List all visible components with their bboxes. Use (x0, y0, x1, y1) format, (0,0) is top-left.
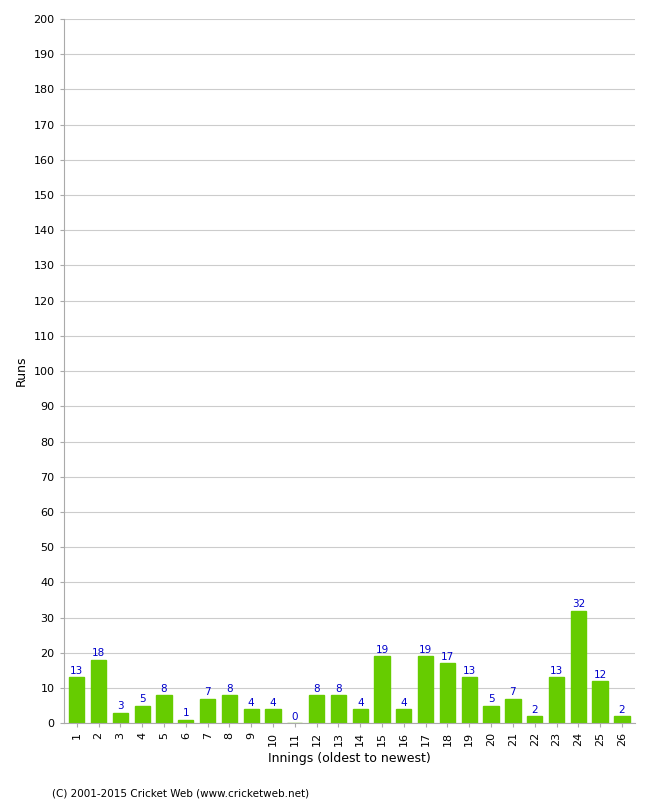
Text: 7: 7 (204, 687, 211, 697)
Bar (91, 660, 106, 723)
Bar (265, 709, 281, 723)
Text: 0: 0 (292, 712, 298, 722)
Bar (462, 678, 477, 723)
Text: 19: 19 (376, 645, 389, 655)
Text: 19: 19 (419, 645, 432, 655)
X-axis label: Innings (oldest to newest): Innings (oldest to newest) (268, 752, 431, 765)
Text: 4: 4 (357, 698, 363, 708)
Bar (309, 695, 324, 723)
Bar (571, 610, 586, 723)
Text: 12: 12 (593, 670, 606, 679)
Bar (157, 695, 172, 723)
Bar (178, 720, 194, 723)
Bar (222, 695, 237, 723)
Text: 4: 4 (248, 698, 255, 708)
Bar (112, 713, 128, 723)
Text: 8: 8 (226, 683, 233, 694)
Bar (484, 706, 499, 723)
Bar (352, 709, 368, 723)
Bar (331, 695, 346, 723)
Text: 3: 3 (117, 701, 124, 711)
Bar (69, 678, 84, 723)
Text: 8: 8 (335, 683, 342, 694)
Text: 2: 2 (532, 705, 538, 714)
Bar (527, 716, 542, 723)
Y-axis label: Runs: Runs (15, 356, 28, 386)
Text: 8: 8 (161, 683, 167, 694)
Text: 4: 4 (400, 698, 407, 708)
Text: 13: 13 (463, 666, 476, 676)
Bar (396, 709, 411, 723)
Text: 5: 5 (139, 694, 146, 704)
Bar (135, 706, 150, 723)
Text: 5: 5 (488, 694, 495, 704)
Bar (549, 678, 564, 723)
Text: 17: 17 (441, 652, 454, 662)
Text: 8: 8 (313, 683, 320, 694)
Bar (374, 656, 390, 723)
Bar (593, 681, 608, 723)
Text: 4: 4 (270, 698, 276, 708)
Text: 13: 13 (550, 666, 563, 676)
Bar (418, 656, 434, 723)
Text: (C) 2001-2015 Cricket Web (www.cricketweb.net): (C) 2001-2015 Cricket Web (www.cricketwe… (52, 788, 309, 798)
Text: 32: 32 (572, 599, 585, 609)
Text: 1: 1 (183, 708, 189, 718)
Text: 2: 2 (619, 705, 625, 714)
Text: 13: 13 (70, 666, 83, 676)
Text: 18: 18 (92, 648, 105, 658)
Text: 7: 7 (510, 687, 516, 697)
Bar (614, 716, 630, 723)
Bar (505, 698, 521, 723)
Bar (440, 663, 455, 723)
Bar (200, 698, 215, 723)
Bar (244, 709, 259, 723)
